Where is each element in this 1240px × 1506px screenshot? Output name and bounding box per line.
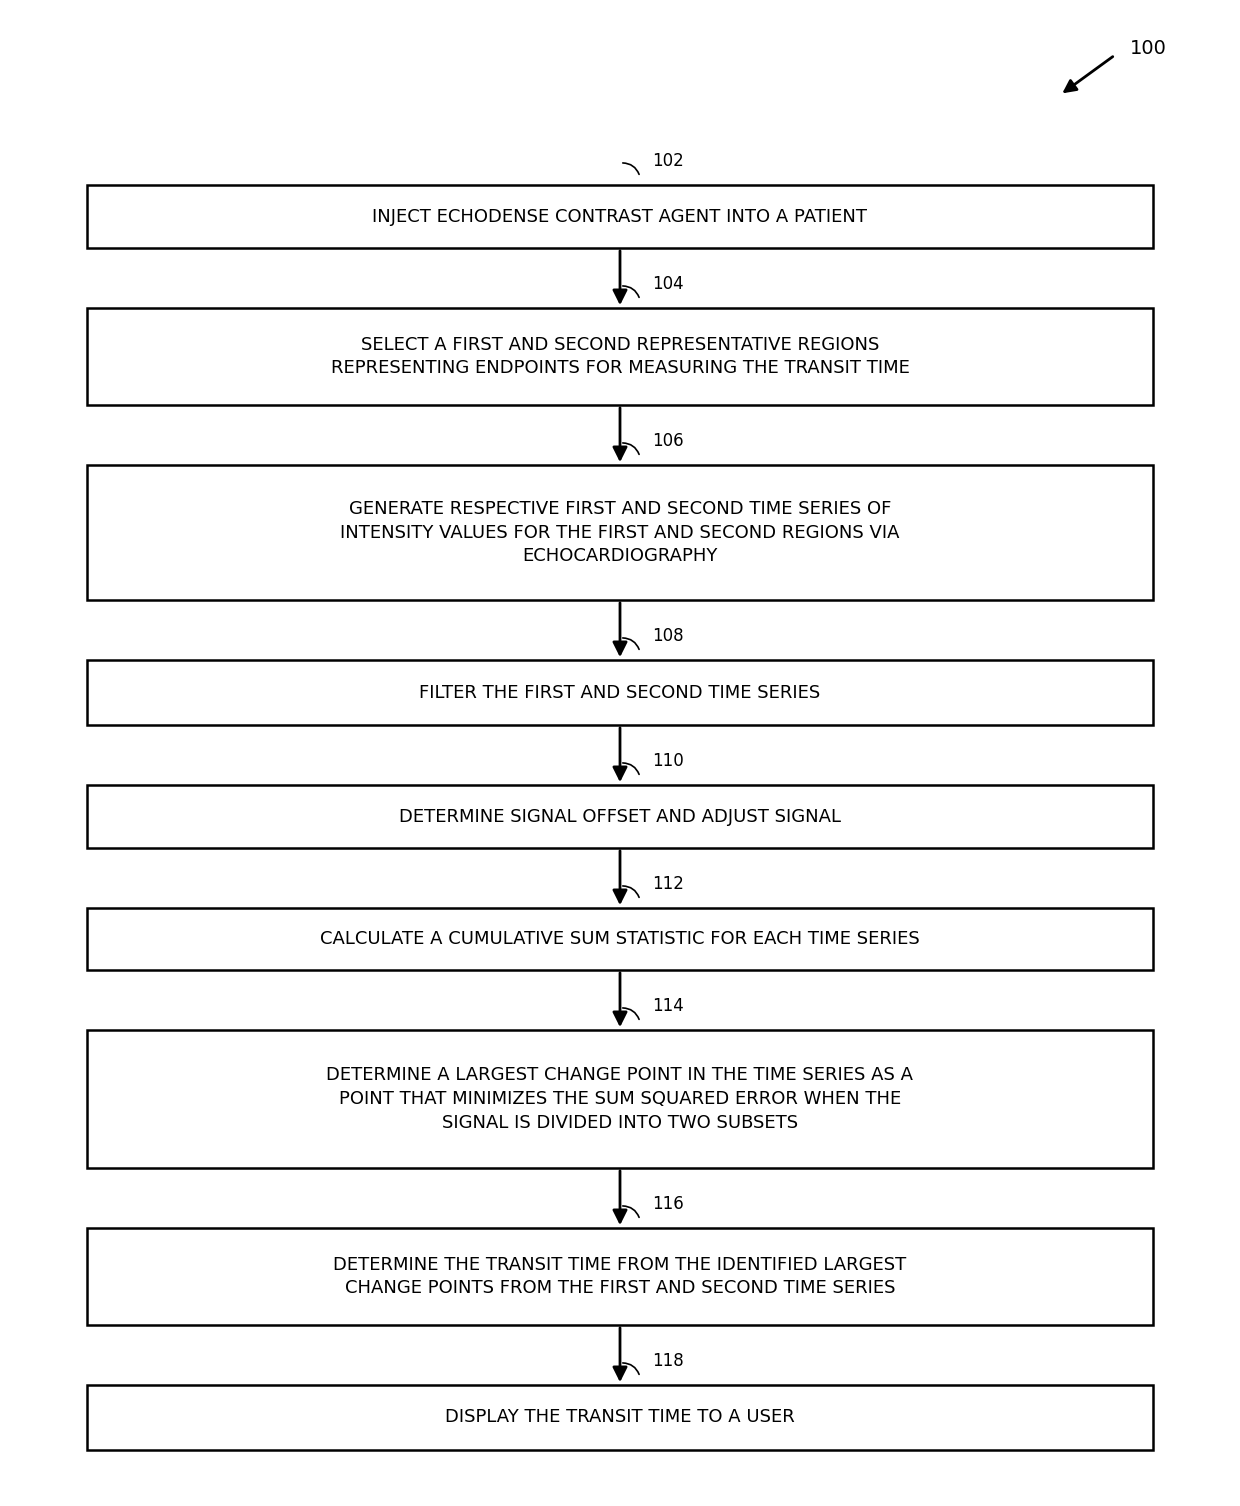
Text: 100: 100	[1130, 39, 1167, 57]
Text: INJECT ECHODENSE CONTRAST AGENT INTO A PATIENT: INJECT ECHODENSE CONTRAST AGENT INTO A P…	[372, 208, 868, 226]
Text: 108: 108	[652, 626, 683, 645]
Text: SELECT A FIRST AND SECOND REPRESENTATIVE REGIONS
REPRESENTING ENDPOINTS FOR MEAS: SELECT A FIRST AND SECOND REPRESENTATIVE…	[331, 336, 909, 378]
Text: 118: 118	[652, 1352, 683, 1370]
Text: 106: 106	[652, 432, 683, 450]
FancyBboxPatch shape	[87, 785, 1153, 848]
FancyBboxPatch shape	[87, 1227, 1153, 1325]
FancyBboxPatch shape	[87, 660, 1153, 724]
FancyBboxPatch shape	[87, 1386, 1153, 1450]
FancyBboxPatch shape	[87, 309, 1153, 405]
Text: 104: 104	[652, 276, 683, 294]
Text: DETERMINE SIGNAL OFFSET AND ADJUST SIGNAL: DETERMINE SIGNAL OFFSET AND ADJUST SIGNA…	[399, 807, 841, 825]
Text: DETERMINE A LARGEST CHANGE POINT IN THE TIME SERIES AS A
POINT THAT MINIMIZES TH: DETERMINE A LARGEST CHANGE POINT IN THE …	[326, 1066, 914, 1131]
Text: FILTER THE FIRST AND SECOND TIME SERIES: FILTER THE FIRST AND SECOND TIME SERIES	[419, 684, 821, 702]
Text: 112: 112	[652, 875, 684, 893]
FancyBboxPatch shape	[87, 1030, 1153, 1169]
Text: GENERATE RESPECTIVE FIRST AND SECOND TIME SERIES OF
INTENSITY VALUES FOR THE FIR: GENERATE RESPECTIVE FIRST AND SECOND TIM…	[340, 500, 900, 565]
FancyBboxPatch shape	[87, 185, 1153, 248]
Text: 114: 114	[652, 997, 683, 1015]
Text: DISPLAY THE TRANSIT TIME TO A USER: DISPLAY THE TRANSIT TIME TO A USER	[445, 1408, 795, 1426]
Text: 110: 110	[652, 751, 683, 770]
Text: CALCULATE A CUMULATIVE SUM STATISTIC FOR EACH TIME SERIES: CALCULATE A CUMULATIVE SUM STATISTIC FOR…	[320, 931, 920, 947]
FancyBboxPatch shape	[87, 465, 1153, 599]
Text: 116: 116	[652, 1194, 683, 1212]
Text: DETERMINE THE TRANSIT TIME FROM THE IDENTIFIED LARGEST
CHANGE POINTS FROM THE FI: DETERMINE THE TRANSIT TIME FROM THE IDEN…	[334, 1256, 906, 1297]
FancyBboxPatch shape	[87, 908, 1153, 970]
Text: 102: 102	[652, 152, 683, 170]
